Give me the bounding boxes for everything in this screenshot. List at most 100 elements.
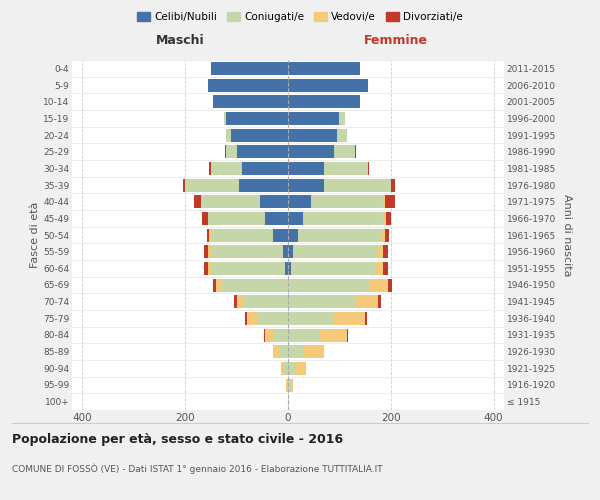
Bar (378, 245, 383, 258)
Bar (324, 162, 368, 175)
Bar (272, 228, 288, 241)
Bar (208, 212, 265, 225)
Bar (383, 212, 386, 225)
Bar (208, 78, 288, 92)
Bar (293, 245, 378, 258)
Bar (383, 245, 388, 258)
Bar (226, 145, 236, 158)
Bar (383, 262, 388, 275)
Bar (380, 228, 385, 241)
Bar (334, 145, 355, 158)
Bar (288, 62, 360, 75)
Bar (385, 228, 389, 241)
Y-axis label: Fasce di età: Fasce di età (30, 202, 40, 268)
Bar (286, 262, 288, 275)
Bar (288, 145, 334, 158)
Bar (232, 128, 288, 141)
Bar (214, 278, 216, 291)
Bar (311, 195, 383, 208)
Bar (226, 128, 232, 141)
Bar (288, 195, 311, 208)
Bar (290, 378, 293, 392)
Bar (288, 112, 340, 125)
Bar (244, 295, 288, 308)
Bar (204, 262, 208, 275)
Bar (288, 262, 290, 275)
Bar (221, 278, 288, 291)
Bar (365, 312, 367, 325)
Bar (288, 328, 319, 342)
Bar (288, 178, 324, 192)
Bar (207, 228, 209, 241)
Bar (368, 162, 369, 175)
Bar (225, 145, 226, 158)
Bar (211, 262, 286, 275)
Bar (388, 278, 392, 291)
Bar (281, 362, 284, 375)
Bar (264, 328, 265, 342)
Bar (194, 195, 200, 208)
Bar (385, 195, 395, 208)
Bar (265, 212, 288, 225)
Bar (245, 312, 247, 325)
Bar (234, 295, 236, 308)
Bar (296, 362, 306, 375)
Bar (337, 128, 347, 141)
Bar (304, 212, 383, 225)
Bar (288, 312, 334, 325)
Y-axis label: Anni di nascita: Anni di nascita (562, 194, 572, 276)
Bar (378, 295, 380, 308)
Bar (288, 378, 290, 392)
Bar (288, 128, 337, 141)
Bar (265, 328, 272, 342)
Bar (214, 95, 288, 108)
Text: Maschi: Maschi (155, 34, 205, 46)
Bar (355, 145, 356, 158)
Bar (370, 278, 388, 291)
Bar (239, 178, 288, 192)
Bar (236, 145, 288, 158)
Bar (290, 262, 376, 275)
Bar (211, 245, 283, 258)
Bar (242, 162, 288, 175)
Bar (288, 95, 360, 108)
Bar (287, 378, 288, 392)
Bar (209, 162, 211, 175)
Bar (257, 312, 288, 325)
Bar (288, 228, 298, 241)
Bar (284, 362, 288, 375)
Legend: Celibi/Nubili, Coniugati/e, Vedovi/e, Divorziati/e: Celibi/Nubili, Coniugati/e, Vedovi/e, Di… (133, 8, 467, 26)
Bar (288, 78, 368, 92)
Bar (272, 328, 288, 342)
Text: Femmine: Femmine (364, 34, 428, 46)
Bar (386, 212, 391, 225)
Bar (260, 195, 288, 208)
Bar (286, 378, 287, 392)
Bar (288, 245, 293, 258)
Bar (182, 178, 185, 192)
Bar (347, 328, 348, 342)
Text: COMUNE DI FOSSÒ (VE) - Dati ISTAT 1° gennaio 2016 - Elaborazione TUTTITALIA.IT: COMUNE DI FOSSÒ (VE) - Dati ISTAT 1° gen… (12, 464, 383, 474)
Bar (202, 212, 208, 225)
Bar (355, 295, 378, 308)
Bar (391, 178, 395, 192)
Bar (224, 112, 226, 125)
Bar (319, 328, 347, 342)
Bar (288, 212, 304, 225)
Text: Popolazione per età, sesso e stato civile - 2016: Popolazione per età, sesso e stato civil… (12, 432, 343, 446)
Bar (236, 295, 244, 308)
Bar (288, 345, 304, 358)
Bar (211, 62, 288, 75)
Bar (209, 228, 211, 241)
Bar (288, 278, 370, 291)
Bar (208, 245, 211, 258)
Bar (272, 345, 280, 358)
Bar (324, 178, 391, 192)
Bar (288, 362, 296, 375)
Bar (280, 345, 288, 358)
Bar (200, 195, 260, 208)
Bar (334, 312, 365, 325)
Bar (283, 245, 288, 258)
Bar (226, 112, 288, 125)
Bar (216, 278, 221, 291)
